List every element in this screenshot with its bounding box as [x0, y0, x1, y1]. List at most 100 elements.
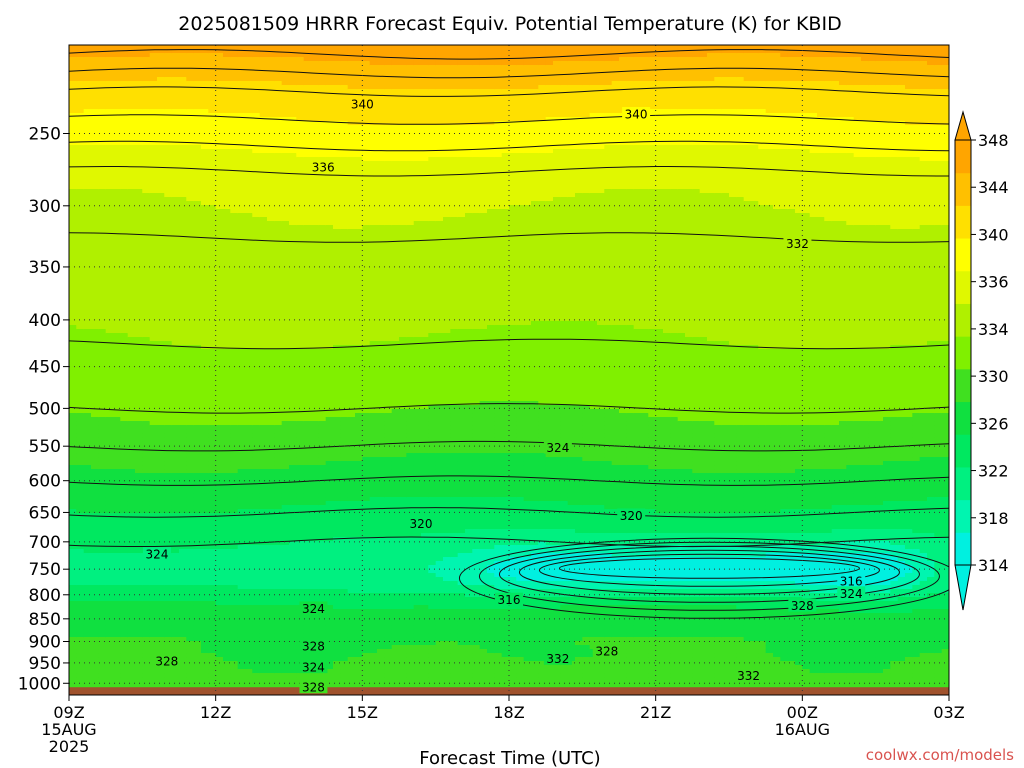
field-cell — [113, 161, 121, 166]
field-cell — [164, 217, 173, 222]
field-cell — [142, 497, 151, 502]
field-cell — [91, 189, 99, 194]
field-cell — [186, 485, 195, 490]
field-cell — [193, 481, 202, 486]
field-cell — [91, 321, 99, 326]
field-cell — [259, 573, 268, 578]
field-cell — [83, 593, 92, 598]
field-cell — [274, 641, 283, 646]
field-cell — [98, 537, 107, 542]
field-cell — [120, 197, 129, 202]
field-cell — [171, 457, 180, 462]
field-cell — [120, 653, 129, 658]
field-cell — [142, 645, 151, 650]
field-cell — [252, 401, 261, 406]
field-cell — [83, 453, 92, 458]
field-cell — [149, 597, 158, 602]
field-cell — [113, 277, 121, 282]
field-cell — [69, 277, 77, 282]
field-cell — [164, 501, 173, 506]
field-cell — [223, 537, 231, 542]
field-cell — [230, 281, 239, 286]
field-cell — [113, 337, 121, 342]
field-cell — [259, 305, 268, 310]
field-cell — [193, 489, 202, 494]
field-cell — [230, 321, 239, 326]
field-cell — [281, 529, 290, 534]
field-cell — [201, 665, 209, 670]
field-cell — [215, 497, 224, 502]
field-cell — [274, 529, 283, 534]
field-cell — [98, 89, 107, 94]
field-cell — [201, 493, 209, 498]
field-cell — [91, 669, 99, 674]
field-cell — [76, 577, 85, 582]
field-cell — [142, 405, 151, 410]
field-cell — [135, 133, 143, 138]
field-cell — [171, 669, 180, 674]
field-cell — [127, 657, 136, 662]
field-cell — [120, 425, 129, 430]
field-cell — [105, 325, 114, 330]
field-cell — [105, 125, 114, 130]
field-cell — [69, 373, 77, 378]
field-cell — [193, 389, 202, 394]
field-cell — [186, 509, 195, 514]
field-cell — [237, 121, 246, 126]
field-cell — [120, 65, 129, 70]
field-cell — [164, 201, 173, 206]
field-cell — [289, 589, 297, 594]
field-cell — [179, 309, 187, 314]
field-cell — [164, 257, 173, 262]
field-cell — [120, 217, 129, 222]
field-cell — [83, 289, 92, 294]
field-cell — [149, 181, 158, 186]
field-cell — [179, 353, 187, 358]
field-cell — [157, 197, 165, 202]
field-cell — [105, 205, 114, 210]
field-cell — [157, 669, 165, 674]
field-cell — [281, 605, 290, 610]
field-cell — [135, 385, 143, 390]
field-cell — [149, 501, 158, 506]
field-cell — [142, 389, 151, 394]
field-cell — [186, 217, 195, 222]
field-cell — [186, 421, 195, 426]
field-cell — [267, 397, 275, 402]
field-cell — [171, 89, 180, 94]
field-cell — [69, 73, 77, 78]
field-cell — [252, 617, 261, 622]
field-cell — [171, 637, 180, 642]
field-cell — [142, 681, 151, 686]
field-cell — [193, 325, 202, 330]
field-cell — [267, 533, 275, 538]
field-cell — [208, 177, 217, 182]
field-cell — [91, 301, 99, 306]
field-cell — [179, 289, 187, 294]
field-cell — [69, 313, 77, 318]
field-cell — [142, 221, 151, 226]
field-cell — [120, 545, 129, 550]
field-cell — [91, 357, 99, 362]
field-cell — [245, 413, 253, 418]
field-cell — [259, 117, 268, 122]
field-cell — [149, 293, 158, 298]
field-cell — [259, 621, 268, 626]
field-cell — [157, 513, 165, 518]
field-cell — [98, 241, 107, 246]
field-cell — [69, 241, 77, 246]
field-cell — [142, 173, 151, 178]
field-cell — [267, 337, 275, 342]
field-cell — [252, 273, 261, 278]
field-cell — [193, 357, 202, 362]
field-cell — [91, 117, 99, 122]
field-cell — [98, 257, 107, 262]
field-cell — [259, 201, 268, 206]
field-cell — [245, 437, 253, 442]
field-cell — [113, 649, 121, 654]
field-cell — [267, 205, 275, 210]
field-cell — [127, 533, 136, 538]
field-cell — [76, 465, 85, 470]
field-cell — [215, 409, 224, 414]
field-cell — [223, 521, 231, 526]
